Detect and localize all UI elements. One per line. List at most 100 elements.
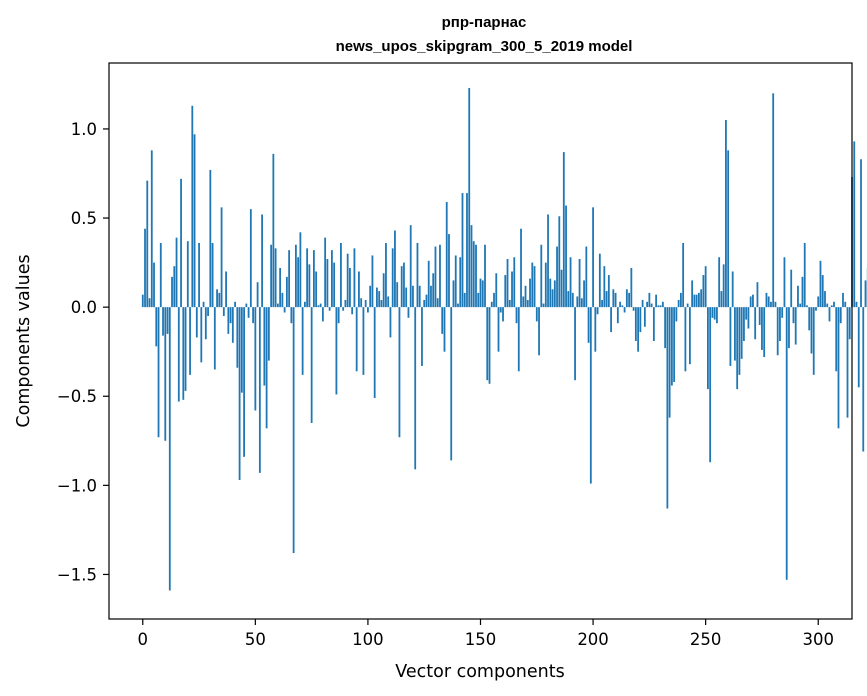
bar	[533, 266, 536, 308]
bar	[772, 93, 775, 308]
bar	[819, 260, 822, 308]
bar	[576, 296, 579, 308]
bar	[779, 307, 781, 341]
bar	[560, 269, 563, 308]
bar	[686, 303, 689, 308]
bar	[495, 273, 498, 308]
bar	[213, 307, 216, 370]
bar	[731, 271, 734, 308]
bar	[801, 276, 804, 308]
bar	[522, 296, 525, 308]
x-tick-label: 150	[465, 630, 497, 649]
bar	[639, 307, 642, 333]
bar	[857, 307, 860, 388]
y-tick-label: 0.5	[71, 209, 97, 228]
bar	[853, 141, 856, 308]
bar	[281, 292, 284, 308]
y-tick-label: −0.5	[57, 387, 97, 406]
bar	[740, 307, 743, 359]
bar	[808, 307, 811, 331]
bar	[148, 298, 151, 308]
bar	[321, 307, 324, 322]
bar	[146, 180, 149, 308]
bar	[756, 282, 759, 308]
bar	[702, 275, 705, 308]
bar	[373, 307, 376, 399]
bar	[340, 242, 342, 308]
bar	[855, 301, 858, 308]
bar	[385, 242, 387, 308]
bar	[562, 152, 565, 308]
bar	[240, 307, 243, 393]
bar	[389, 307, 392, 338]
bar	[459, 257, 462, 308]
bar	[452, 280, 455, 308]
bar	[603, 266, 606, 308]
bar	[515, 307, 518, 324]
bar	[553, 280, 556, 308]
bar	[652, 307, 655, 341]
bar	[625, 289, 628, 308]
bar	[506, 259, 509, 308]
bar	[738, 307, 741, 375]
bar	[416, 242, 419, 308]
bar	[580, 298, 583, 308]
bar	[848, 307, 851, 340]
bar	[569, 257, 572, 308]
bar	[353, 248, 356, 308]
bar	[409, 225, 412, 308]
bar	[425, 294, 428, 308]
bar	[423, 300, 426, 308]
bar	[551, 289, 554, 308]
bar	[727, 150, 730, 308]
bar	[486, 307, 489, 381]
bar	[479, 278, 482, 308]
bar	[285, 276, 288, 308]
bar	[238, 307, 241, 480]
bar	[711, 307, 714, 318]
bar	[171, 276, 173, 308]
bar	[225, 271, 227, 308]
bar	[668, 307, 671, 418]
bar	[583, 280, 585, 308]
bar	[477, 292, 480, 308]
bar	[520, 228, 522, 308]
bar	[484, 244, 486, 308]
bar	[535, 307, 538, 322]
bar	[218, 292, 221, 308]
bar	[263, 307, 266, 386]
bar	[468, 87, 471, 308]
bar	[704, 266, 707, 308]
bar	[430, 285, 432, 308]
bar	[540, 244, 543, 308]
bar	[454, 255, 457, 308]
x-axis: 0 50 100 150 200 250 300	[138, 619, 834, 649]
bar	[243, 307, 245, 457]
bar	[261, 214, 263, 308]
bar	[785, 307, 788, 580]
bar	[177, 307, 180, 402]
bar	[718, 257, 721, 308]
bar	[725, 120, 727, 308]
bar	[752, 294, 754, 308]
bar	[682, 242, 685, 308]
bar	[565, 205, 567, 308]
bar	[659, 305, 662, 308]
bar	[621, 305, 624, 308]
bar	[222, 307, 225, 317]
bar	[821, 275, 824, 308]
x-tick-label: 0	[138, 630, 149, 649]
bar	[524, 285, 527, 308]
bar	[141, 294, 144, 308]
bar	[461, 193, 464, 308]
chart-title-line-2: news_upos_skipgram_300_5_2019 model	[336, 38, 633, 55]
bar	[837, 307, 840, 429]
bar	[571, 292, 574, 308]
bar	[434, 246, 437, 308]
bar	[619, 301, 621, 308]
bar	[754, 307, 757, 340]
bar	[382, 273, 385, 308]
bar	[175, 237, 178, 308]
bar	[394, 230, 396, 308]
bar	[578, 259, 581, 308]
